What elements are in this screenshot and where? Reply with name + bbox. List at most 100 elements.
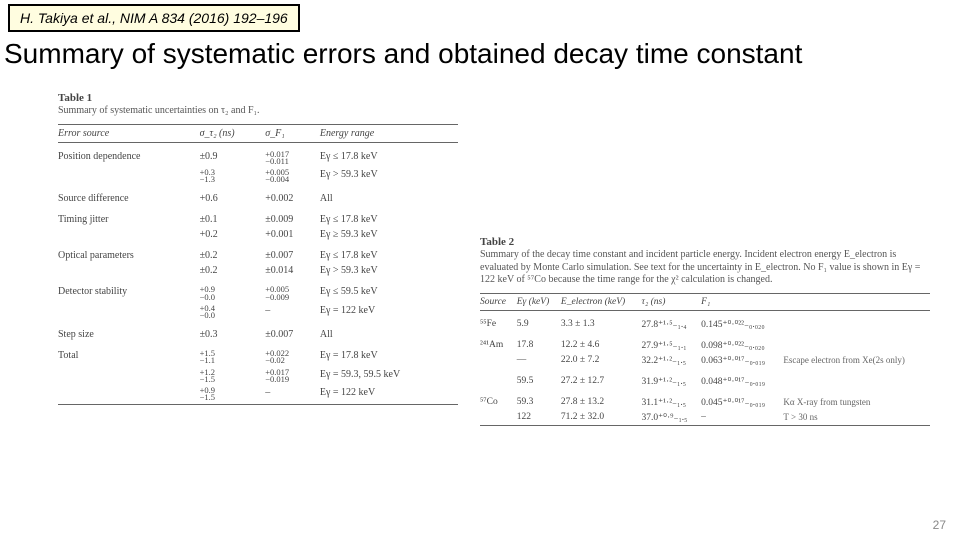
t1-src (58, 167, 200, 185)
t2-h0: Source (480, 293, 517, 310)
t2-c1: ⁵⁵Fe (480, 310, 517, 332)
table1-row: Timing jitter±0.1±0.009Eγ ≤ 17.8 keV (58, 206, 458, 227)
t1-src: Detector stability (58, 278, 200, 302)
t2-h5 (781, 293, 930, 310)
t2-c2: 122 (517, 410, 561, 426)
t2-c1 (480, 368, 517, 389)
table1-row: Total+1.5−1.1+0.022−0.02Eγ = 17.8 keV (58, 342, 458, 366)
t2-c6 (781, 310, 930, 332)
t2-c1: ⁵⁷Co (480, 389, 517, 410)
table1-row: +0.3−1.3+0.005−0.004Eγ > 59.3 keV (58, 167, 458, 185)
t2-c5: – (701, 410, 781, 426)
t1-c2: ±0.2 (200, 263, 266, 278)
t1-c3: +0.022−0.02 (265, 342, 320, 366)
t1-src: Position dependence (58, 142, 200, 167)
t1-c3: +0.002 (265, 185, 320, 206)
t1-src: Timing jitter (58, 206, 200, 227)
t2-h1: Eγ (keV) (517, 293, 561, 310)
t1-c2: ±0.2 (200, 242, 266, 263)
table1: Error source σ_τ₂ (ns) σ_F₁ Energy range… (58, 124, 458, 405)
t1-c2: +0.9−0.0 (200, 278, 266, 302)
table2-row: —22.0 ± 7.232.2⁺¹·²₋₁.₅0.063⁺⁰·⁰¹⁷₋₀.₀₁₉… (480, 353, 930, 368)
t2-c6: Escape electron from Xe(2s only) (781, 353, 930, 368)
t1-src (58, 263, 200, 278)
t1-c3: ±0.007 (265, 321, 320, 342)
t2-h3: τ₂ (ns) (642, 293, 702, 310)
t1-c2: +0.6 (200, 185, 266, 206)
t1-c4: Eγ = 122 keV (320, 303, 458, 321)
table2: Source Eγ (keV) E_electron (keV) τ₂ (ns)… (480, 293, 930, 426)
table2-row: 12271.2 ± 32.037.0⁺⁰·⁹₋₁.₅–T > 30 ns (480, 410, 930, 426)
t1-c2: +0.2 (200, 227, 266, 242)
t2-c6: T > 30 ns (781, 410, 930, 426)
t1-c2: +1.5−1.1 (200, 342, 266, 366)
t1-c2: +0.3−1.3 (200, 167, 266, 185)
t1-c3: +0.017−0.019 (265, 367, 320, 385)
table1-row: +1.2−1.5+0.017−0.019Eγ = 59.3, 59.5 keV (58, 367, 458, 385)
t2-c3: 12.2 ± 4.6 (561, 332, 642, 353)
t1-src: Optical parameters (58, 242, 200, 263)
t2-c2: 59.5 (517, 368, 561, 389)
table1-row: Optical parameters±0.2±0.007Eγ ≤ 17.8 ke… (58, 242, 458, 263)
t1-c4: Eγ ≤ 59.5 keV (320, 278, 458, 302)
t1-h2: σ_F₁ (265, 124, 320, 142)
t2-c2: 59.3 (517, 389, 561, 410)
table1-block: Table 1 Summary of systematic uncertaint… (58, 92, 458, 405)
table2-caption: Summary of the decay time constant and i… (480, 249, 930, 287)
table1-label: Table 1 (58, 92, 458, 104)
t1-c4: Eγ ≥ 59.3 keV (320, 227, 458, 242)
t2-c3: 71.2 ± 32.0 (561, 410, 642, 426)
t2-c4: 31.9⁺¹·²₋₁.₅ (642, 368, 702, 389)
t1-src (58, 303, 200, 321)
t2-c3: 27.8 ± 13.2 (561, 389, 642, 410)
t2-h4: F₁ (701, 293, 781, 310)
t2-c4: 27.9⁺¹·⁵₋₁.₁ (642, 332, 702, 353)
t2-c4: 27.8⁺¹·⁵₋₁.₄ (642, 310, 702, 332)
t2-c3: 27.2 ± 12.7 (561, 368, 642, 389)
t2-c6: Kα X-ray from tungsten (781, 389, 930, 410)
t1-c2: ±0.9 (200, 142, 266, 167)
table1-row: Step size±0.3±0.007All (58, 321, 458, 342)
t1-src: Total (58, 342, 200, 366)
page-title: Summary of systematic errors and obtaine… (4, 38, 802, 70)
t1-h1: σ_τ₂ (ns) (200, 124, 266, 142)
t1-c3: +0.005−0.004 (265, 167, 320, 185)
t1-c4: Eγ ≤ 17.8 keV (320, 206, 458, 227)
table1-row: Source difference+0.6+0.002All (58, 185, 458, 206)
t1-c2: +0.4−0.0 (200, 303, 266, 321)
t1-src: Source difference (58, 185, 200, 206)
slide-number: 27 (933, 518, 946, 532)
t1-c4: Eγ = 59.3, 59.5 keV (320, 367, 458, 385)
t2-c1: ²⁴¹Am (480, 332, 517, 353)
table1-row: +0.9−1.5–Eγ = 122 keV (58, 385, 458, 404)
t2-c1 (480, 410, 517, 426)
t1-c3: ±0.009 (265, 206, 320, 227)
t1-c4: All (320, 321, 458, 342)
t2-c4: 37.0⁺⁰·⁹₋₁.₅ (642, 410, 702, 426)
t1-c4: Eγ ≤ 17.8 keV (320, 142, 458, 167)
t2-c6 (781, 368, 930, 389)
t1-c3: – (265, 385, 320, 404)
t1-c2: ±0.3 (200, 321, 266, 342)
table1-row: ±0.2±0.014Eγ > 59.3 keV (58, 263, 458, 278)
table1-row: Detector stability+0.9−0.0+0.005−0.009Eγ… (58, 278, 458, 302)
t1-c4: Eγ ≤ 17.8 keV (320, 242, 458, 263)
t2-c4: 31.1⁺¹·²₋₁.₅ (642, 389, 702, 410)
t1-src (58, 385, 200, 404)
t2-c5: 0.063⁺⁰·⁰¹⁷₋₀.₀₁₉ (701, 353, 781, 368)
table2-row: ²⁴¹Am17.812.2 ± 4.627.9⁺¹·⁵₋₁.₁0.098⁺⁰·⁰… (480, 332, 930, 353)
t1-src (58, 227, 200, 242)
t1-c3: ±0.014 (265, 263, 320, 278)
t2-c2: 17.8 (517, 332, 561, 353)
t1-c2: ±0.1 (200, 206, 266, 227)
t1-h0: Error source (58, 124, 200, 142)
t1-src: Step size (58, 321, 200, 342)
table1-row: Position dependence±0.9+0.017−0.011Eγ ≤ … (58, 142, 458, 167)
table2-block: Table 2 Summary of the decay time consta… (480, 236, 930, 426)
table1-row: +0.2+0.001Eγ ≥ 59.3 keV (58, 227, 458, 242)
citation-box: H. Takiya et al., NIM A 834 (2016) 192–1… (8, 4, 300, 32)
t1-c4: Eγ > 59.3 keV (320, 263, 458, 278)
t2-h2: E_electron (keV) (561, 293, 642, 310)
table2-row: 59.527.2 ± 12.731.9⁺¹·²₋₁.₅0.048⁺⁰·⁰¹⁷₋₀… (480, 368, 930, 389)
t1-c3: +0.017−0.011 (265, 142, 320, 167)
